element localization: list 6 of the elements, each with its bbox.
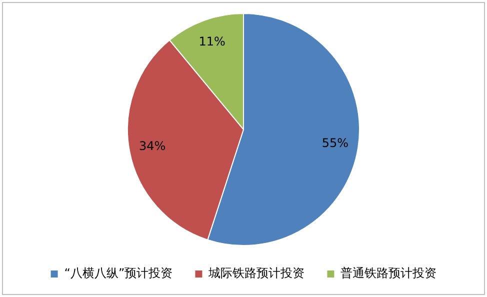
legend-label: 普通铁路预计投资 <box>340 266 437 280</box>
data-label: 11% <box>198 34 226 48</box>
data-label: 34% <box>139 139 166 154</box>
legend-label: “八横八纵”预计投资 <box>64 266 173 280</box>
legend-label: 城际铁路预计投资 <box>208 266 305 280</box>
data-label: 55% <box>322 136 348 150</box>
